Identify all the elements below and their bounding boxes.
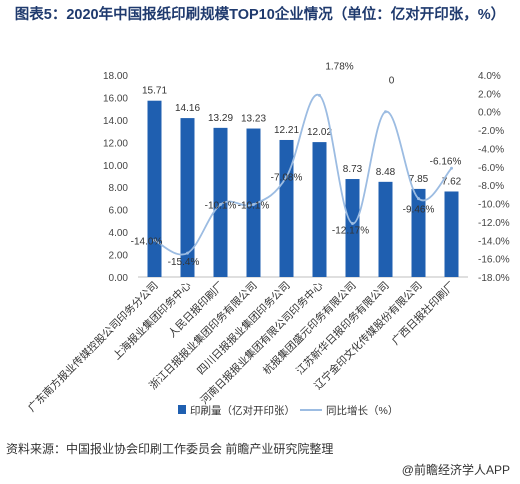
right-axis-tick-label: -12.0% bbox=[478, 218, 510, 229]
bar bbox=[378, 181, 393, 277]
left-axis-tick-label: 14.00 bbox=[103, 116, 128, 127]
bar-value-label: 15.71 bbox=[142, 86, 167, 97]
bar bbox=[444, 191, 459, 277]
line-point bbox=[351, 221, 354, 225]
chart-title: 图表5：2020年中国报纸印刷规模TOP10企业情况（单位：亿对开印张，%） bbox=[14, 7, 506, 23]
right-axis-tick-label: -10.0% bbox=[478, 200, 510, 211]
legend-line-label: 同比增长（%） bbox=[326, 404, 398, 417]
line-value-label: -10.1% bbox=[205, 200, 237, 211]
line-point bbox=[219, 202, 222, 206]
bar-value-label: 8.48 bbox=[376, 167, 396, 178]
right-axis-tick-label: -16.0% bbox=[478, 255, 510, 266]
bar bbox=[147, 100, 162, 278]
growth-line bbox=[154, 94, 453, 256]
right-y-axis: -18.0% -16.0% -14.0% -12.0% -10.0% -8.0% -6.0%… bbox=[478, 71, 510, 284]
line-value-label: -10.1% bbox=[238, 200, 270, 211]
right-axis-tick-label: -18.0% bbox=[478, 273, 510, 284]
right-axis-tick-label: -8.0% bbox=[478, 181, 504, 192]
legend-bar-label: 印刷量（亿对开印张） bbox=[190, 404, 295, 417]
brand-text: @前瞻经济学人APP bbox=[401, 463, 510, 477]
left-axis-tick-label: 0.00 bbox=[109, 273, 129, 284]
category-label: 人民日报印刷厂 bbox=[165, 279, 226, 340]
line-point bbox=[252, 202, 255, 206]
right-axis-tick-label: 4.0% bbox=[478, 71, 501, 82]
line-point bbox=[450, 166, 453, 170]
line-value-label: 0 bbox=[389, 76, 395, 87]
line-value-label: -15.4% bbox=[168, 257, 200, 268]
brand-watermark: @前瞻经济学人APP bbox=[402, 461, 510, 478]
line-value-label: -6.16% bbox=[430, 156, 462, 167]
source-note: 资料来源：中国报业协会印刷工作委员会 前瞻产业研究院整理 bbox=[6, 442, 334, 456]
bar-value-label: 12.21 bbox=[274, 125, 299, 136]
bar-value-label: 12.02 bbox=[307, 127, 332, 138]
line-value-label: -12.17% bbox=[332, 225, 369, 236]
category-label: 广东南方报业传媒控股公司印务分公司 bbox=[25, 279, 160, 414]
left-axis-tick-label: 6.00 bbox=[109, 206, 129, 217]
legend: 印刷量（亿对开印张） 同比增长（%） bbox=[178, 404, 398, 417]
line-value-label: -14.0% bbox=[131, 236, 163, 247]
bar-series bbox=[147, 100, 459, 278]
left-axis-tick-label: 2.00 bbox=[109, 251, 129, 262]
line-value-labels: -14.0% -15.4% -10.1% -10.1% -7.08% 1.78% -12.1… bbox=[131, 61, 462, 268]
bar-value-label: 13.23 bbox=[241, 114, 266, 125]
bar bbox=[180, 118, 195, 278]
left-axis-tick-label: 4.00 bbox=[109, 228, 129, 239]
line-value-label: -7.08% bbox=[271, 173, 303, 184]
line-point bbox=[186, 251, 189, 255]
right-axis-tick-label: -2.0% bbox=[478, 126, 504, 137]
bar bbox=[246, 128, 261, 277]
right-axis-tick-label: -6.0% bbox=[478, 163, 504, 174]
bar-value-label: 8.73 bbox=[343, 164, 363, 175]
legend-bar-swatch bbox=[178, 405, 186, 414]
category-labels: 广东南方报业传媒控股公司印务分公司上海报业集团印务中心人民日报印刷厂浙江日报报业… bbox=[25, 279, 457, 415]
line-point bbox=[153, 238, 156, 242]
line-point bbox=[417, 197, 420, 201]
left-axis-tick-label: 16.00 bbox=[103, 93, 128, 104]
bar-value-labels: 15.71 14.16 13.29 13.23 12.21 12.02 8.73 8.48 7.… bbox=[142, 86, 462, 188]
line-point bbox=[384, 110, 387, 114]
bar-value-label: 7.85 bbox=[409, 174, 429, 185]
bar bbox=[213, 127, 228, 278]
left-axis-tick-label: 8.00 bbox=[109, 183, 129, 194]
right-axis-tick-label: 2.0% bbox=[478, 89, 501, 100]
right-axis-tick-label: -14.0% bbox=[478, 236, 510, 247]
line-point bbox=[285, 175, 288, 179]
line-series bbox=[153, 93, 453, 256]
line-value-label: -9.46% bbox=[403, 205, 435, 216]
right-axis-tick-label: 0.0% bbox=[478, 108, 501, 119]
left-axis-tick-label: 12.00 bbox=[103, 138, 128, 149]
bar-value-label: 13.29 bbox=[208, 113, 233, 124]
line-value-label: 1.78% bbox=[325, 61, 353, 72]
right-axis-tick-label: -4.0% bbox=[478, 144, 504, 155]
left-axis-tick-label: 18.00 bbox=[103, 71, 128, 82]
bar bbox=[345, 179, 360, 277]
line-point bbox=[318, 93, 321, 97]
bar bbox=[411, 188, 426, 277]
bar-value-label: 14.16 bbox=[175, 103, 200, 114]
left-axis-tick-label: 10.00 bbox=[103, 161, 128, 172]
bar bbox=[279, 139, 294, 277]
bar-value-label: 7.62 bbox=[442, 176, 462, 187]
bar bbox=[312, 142, 327, 277]
